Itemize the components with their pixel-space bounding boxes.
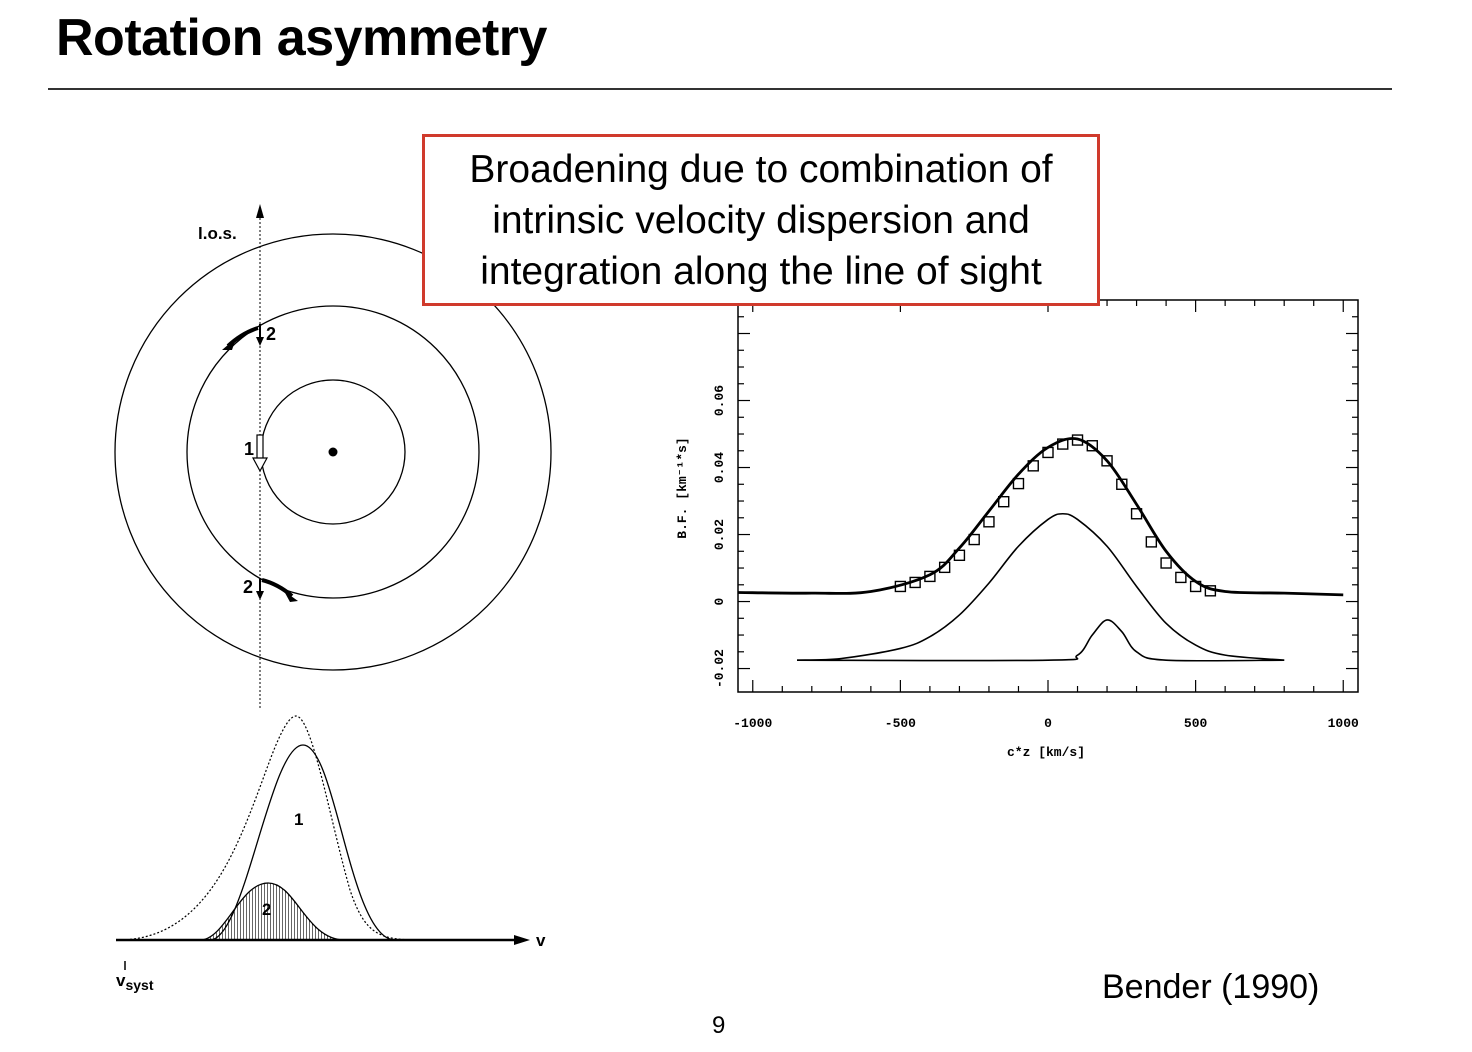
- slide-title: Rotation asymmetry: [56, 9, 547, 67]
- observed-point: [1204, 585, 1217, 597]
- arrow-down-icon: [256, 337, 264, 346]
- x-tick-label: 1000: [1328, 716, 1359, 731]
- title-divider: [48, 88, 1392, 90]
- los-label: l.o.s.: [198, 224, 237, 243]
- y-tick-label: 0.06: [712, 385, 727, 416]
- x-tick-label: -500: [885, 716, 916, 731]
- observed-point: [1189, 580, 1202, 593]
- middle-ring: [186, 305, 480, 599]
- observed-point: [968, 533, 980, 546]
- chart-x-axis-label: c*z [km/s]: [1007, 745, 1085, 760]
- x-tick-label: 0: [1044, 716, 1052, 731]
- point-label-1: 1: [244, 439, 254, 459]
- curved-arrow-icon: [222, 338, 236, 350]
- chart-frame: [737, 299, 1359, 693]
- vsyst-label: vsyst: [116, 971, 154, 993]
- chart-y-axis-label: B.F. [km⁻¹*s]: [675, 437, 690, 538]
- observed-point: [894, 580, 907, 593]
- observed-point: [924, 570, 936, 583]
- point-label-2-top: 2: [266, 324, 276, 344]
- callout-box: Broadening due to combination of intrins…: [422, 134, 1100, 306]
- rotation-arrow-bottom: [261, 578, 294, 598]
- curved-arrow-icon: [284, 591, 298, 602]
- hollow-arrow-icon: [251, 457, 269, 473]
- observed-point: [1027, 460, 1039, 472]
- observed-point: [998, 495, 1010, 508]
- observed-point: [953, 549, 966, 562]
- x-tick-label: -1000: [733, 716, 772, 731]
- observed-point: [1101, 455, 1113, 467]
- profile-label-1: 1: [294, 810, 303, 829]
- v-axis-label: v: [536, 931, 546, 950]
- y-tick-label: -0.02: [712, 649, 727, 688]
- total-profile: [117, 715, 421, 941]
- secondary-component-line: [797, 619, 1285, 662]
- y-tick-label: 0: [712, 597, 727, 605]
- total-fit-line: [737, 437, 1344, 597]
- observed-point: [1086, 440, 1098, 452]
- arrow-down-icon: [256, 591, 264, 600]
- y-tick-label: 0.04: [712, 452, 727, 483]
- observed-point: [983, 516, 995, 528]
- page-number: 9: [712, 1012, 726, 1039]
- observed-point: [1042, 446, 1054, 459]
- observed-point: [1012, 477, 1025, 490]
- galaxy-center: [328, 447, 338, 457]
- profile-label-2: 2: [262, 900, 271, 919]
- y-tick-label: 0.02: [712, 519, 727, 550]
- observed-point: [1130, 508, 1143, 520]
- callout-text: Broadening due to combination of intrins…: [469, 147, 1053, 293]
- observed-point: [1145, 536, 1158, 548]
- component-2-profile: [199, 882, 346, 941]
- observed-point: [1175, 571, 1187, 584]
- citation: Bender (1990): [1102, 968, 1320, 1006]
- observed-point: [1116, 478, 1128, 490]
- component-1-profile: [209, 744, 396, 941]
- x-tick-label: 500: [1184, 716, 1208, 731]
- observed-point: [938, 561, 951, 574]
- outer-ring: [114, 233, 552, 671]
- main-component-line: [797, 512, 1285, 661]
- observed-point: [909, 576, 921, 589]
- point-label-2-bottom: 2: [243, 577, 253, 597]
- los-arrow-icon: [256, 204, 264, 218]
- observed-point: [1057, 438, 1069, 450]
- observed-point: [1071, 434, 1084, 446]
- axis-arrow-icon: [514, 935, 530, 945]
- observed-point: [1160, 557, 1172, 569]
